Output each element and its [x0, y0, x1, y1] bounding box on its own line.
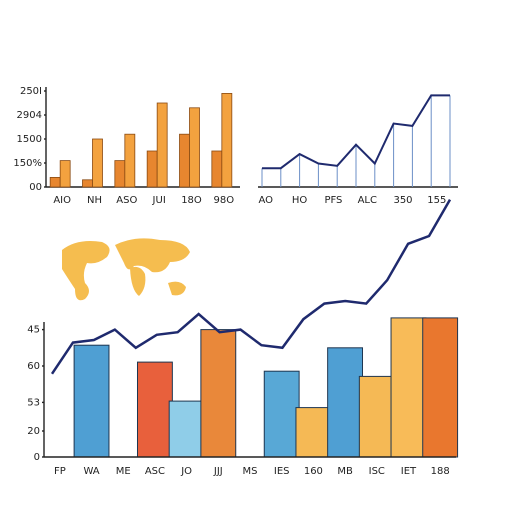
line — [262, 94, 450, 170]
bar — [168, 400, 205, 458]
x-tick-label: FP — [54, 466, 66, 477]
x-tick-label: ME — [116, 466, 131, 477]
x-tick-label: ASO — [116, 195, 137, 206]
x-tick-label: ASC — [145, 466, 165, 477]
bar — [422, 317, 459, 458]
y-tick-label: 00 — [29, 182, 42, 193]
y-tick-label: 250I — [20, 86, 42, 97]
x-tick-label: JUI — [152, 195, 166, 206]
x-tick-label: AIO — [53, 195, 71, 206]
y-tick-label: 53 — [27, 397, 40, 408]
world-map — [62, 238, 190, 301]
bar — [189, 107, 200, 188]
x-tick-label: MB — [337, 466, 353, 477]
bar — [92, 138, 103, 188]
bar — [156, 102, 168, 188]
bar — [295, 407, 332, 458]
y-tick-label: 0 — [34, 452, 40, 463]
y-tick-label: 20 — [27, 426, 40, 437]
x-tick-label: IET — [401, 466, 417, 477]
x-tick-label: MS — [243, 466, 258, 477]
x-tick-label: 160 — [304, 466, 323, 477]
y-tick-label: 1500 — [17, 134, 42, 145]
x-tick-label: IES — [274, 466, 290, 477]
x-tick-label: 98O — [214, 195, 235, 206]
x-tick-label: 188 — [431, 466, 450, 477]
bar — [358, 375, 395, 458]
y-tick-label: 2904 — [17, 110, 42, 121]
bar — [136, 361, 173, 458]
x-tick-label: PFS — [324, 195, 342, 206]
bar — [73, 344, 110, 458]
x-tick-label: WA — [83, 466, 99, 477]
bar — [211, 150, 223, 188]
x-tick-label: ISC — [369, 466, 385, 477]
x-tick-label: AO — [258, 195, 273, 206]
x-tick-label: ALC — [358, 195, 377, 206]
bar — [49, 176, 61, 188]
bar — [146, 150, 158, 188]
x-tick-label: JJJ — [213, 466, 223, 477]
line — [50, 198, 452, 375]
bar — [390, 317, 427, 458]
bar — [59, 160, 71, 188]
x-tick-label: 155 — [427, 195, 446, 206]
y-tick-label: 150% — [13, 158, 42, 169]
bar — [124, 133, 136, 188]
x-tick-label: 18O — [181, 195, 202, 206]
bar — [263, 370, 300, 458]
bar — [200, 329, 237, 458]
bar — [82, 179, 93, 188]
y-tick-label: 60 — [27, 361, 40, 372]
bar — [221, 93, 233, 188]
bar — [179, 133, 190, 188]
x-tick-label: 350 — [393, 195, 412, 206]
bar — [327, 347, 364, 458]
bar — [114, 160, 126, 188]
x-tick-label: HO — [292, 195, 308, 206]
x-tick-label: NH — [87, 195, 102, 206]
x-tick-label: JO — [180, 466, 192, 477]
y-tick-label: 45 — [27, 325, 40, 336]
